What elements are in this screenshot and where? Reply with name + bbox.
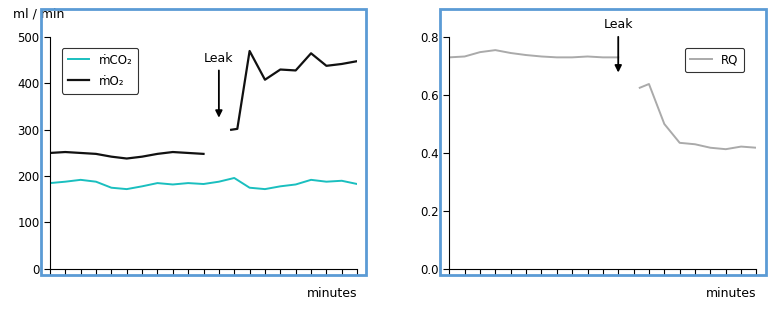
- Legend: ṁCO₂, ṁO₂: ṁCO₂, ṁO₂: [62, 48, 138, 94]
- Text: minutes: minutes: [306, 287, 357, 300]
- Text: minutes: minutes: [706, 287, 756, 300]
- Text: ml / min: ml / min: [13, 8, 65, 21]
- Text: Leak: Leak: [204, 52, 233, 116]
- Legend: RQ: RQ: [684, 48, 744, 72]
- Text: Leak: Leak: [604, 18, 633, 70]
